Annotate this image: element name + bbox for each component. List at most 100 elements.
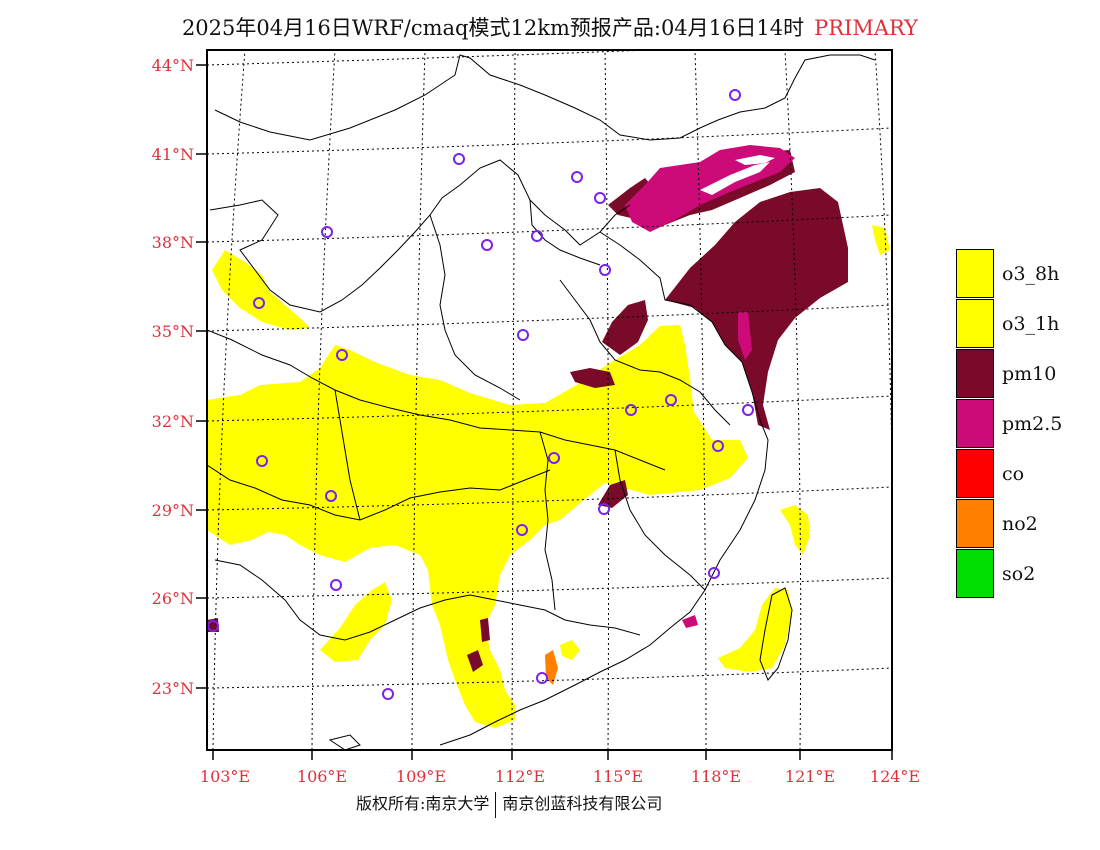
o3-main-region [207,325,748,728]
legend-item-so2: so2 [956,549,1086,599]
legend-item-o3-1h: o3_1h [956,299,1086,349]
copyright-right: 南京创蓝科技有限公司 [502,794,663,813]
station-circle [548,452,560,464]
boundaries [207,54,876,750]
lat-label: 38°N [151,233,194,252]
legend-swatch [956,299,994,348]
pm25-gaps [700,155,775,195]
axis-ticks [196,64,893,760]
legend-label: so2 [1002,563,1036,585]
lon-label: 118°E [690,767,742,786]
legend-swatch [956,449,994,498]
station-circle [382,688,394,700]
station-circle [321,226,333,238]
legend-swatch [956,349,994,398]
legend-item-pm25: pm2.5 [956,399,1086,449]
station-circle [330,579,342,591]
legend: o3_8h o3_1h pm10 pm2.5 co no2 so2 [956,249,1086,599]
pm10-main-region [665,188,848,430]
copyright-footer: 版权所有:南京大学 南京创蓝科技有限公司 [356,790,662,818]
lat-label: 44°N [151,56,194,75]
lat-label: 23°N [151,679,194,698]
o3-hubei-patch [650,370,670,400]
legend-item-co: co [956,449,1086,499]
legend-label: o3_1h [1002,313,1060,335]
station-circle [253,297,265,309]
footer-separator [495,791,497,818]
station-circle [516,524,528,536]
legend-item-pm10: pm10 [956,349,1086,399]
station-circle [599,264,611,276]
inner-boundary-d [214,559,641,641]
coastline [439,231,769,746]
station-circle [742,404,754,416]
station-circle [453,153,465,165]
inner-boundary-a [209,159,601,313]
pm25-fujian-dots [682,615,698,628]
station-circle [571,171,583,183]
graticule [207,50,892,750]
inner-boundary-j [559,279,731,426]
map-frame [206,49,893,751]
lon-label: 112°E [494,767,546,786]
lon-label: 115°E [592,767,644,786]
station-circle [625,404,637,416]
lat-label: 26°N [151,589,194,608]
station-circle [517,329,529,341]
o3-north-blob [212,250,310,330]
pm10-anhui-blob [570,368,615,388]
legend-swatch [956,249,994,298]
legend-swatch [956,499,994,548]
legend-label: o3_8h [1002,263,1060,285]
hainan-outline [328,734,361,750]
primary-tag: PRIMARY [814,16,919,40]
inner-boundary-i [529,199,631,246]
lon-label: 106°E [296,767,348,786]
station-circle [594,192,606,204]
national-border-north [214,54,876,141]
legend-swatch [956,549,994,598]
legend-item-o3-8h: o3_8h [956,249,1086,299]
lat-label: 35°N [151,322,194,341]
o3-sea-patch [718,588,792,672]
station-circle [481,239,493,251]
copyright-left: 版权所有:南京大学 [356,794,490,813]
o3-south-patch [560,640,580,660]
o3-regions [207,225,890,728]
station-circle [536,672,548,684]
station-circle [712,440,724,452]
legend-label: co [1002,463,1025,485]
lat-label: 32°N [151,412,194,431]
lat-label: 29°N [151,501,194,520]
station-circle [729,89,741,101]
inner-boundary-g [614,449,706,591]
pm10-south-blob [467,650,483,672]
pm25-shandong-strip [738,312,752,360]
o3-edge-patch [872,225,890,255]
station-circle [665,394,677,406]
pm10-henan-blob [602,300,648,355]
station-circle [708,567,720,579]
station-circle [336,349,348,361]
legend-swatch [956,399,994,448]
inner-boundary-b [207,329,666,471]
station-circle [598,503,610,515]
legend-label: no2 [1002,513,1038,535]
pm10-south-blob-2 [480,618,490,642]
legend-label: pm10 [1002,363,1057,385]
pm10-jiangxi-blob [598,480,628,508]
station-circle [256,455,268,467]
o3-guangxi-patch [320,582,392,662]
legend-item-no2: no2 [956,499,1086,549]
title-text: 2025年04月16日WRF/cmaq模式12km预报产品:04月16日14时 [181,16,805,40]
map-title: 2025年04月16日WRF/cmaq模式12km预报产品:04月16日14时 P… [0,12,1100,42]
station-circle [531,230,543,242]
taiwan-outline [759,587,793,681]
station-circle [325,490,337,502]
lon-label: 121°E [784,767,836,786]
inner-boundary-f [539,431,556,611]
lon-label: 103°E [199,767,251,786]
legend-label: pm2.5 [1002,413,1063,435]
inner-boundary-h [334,389,361,521]
